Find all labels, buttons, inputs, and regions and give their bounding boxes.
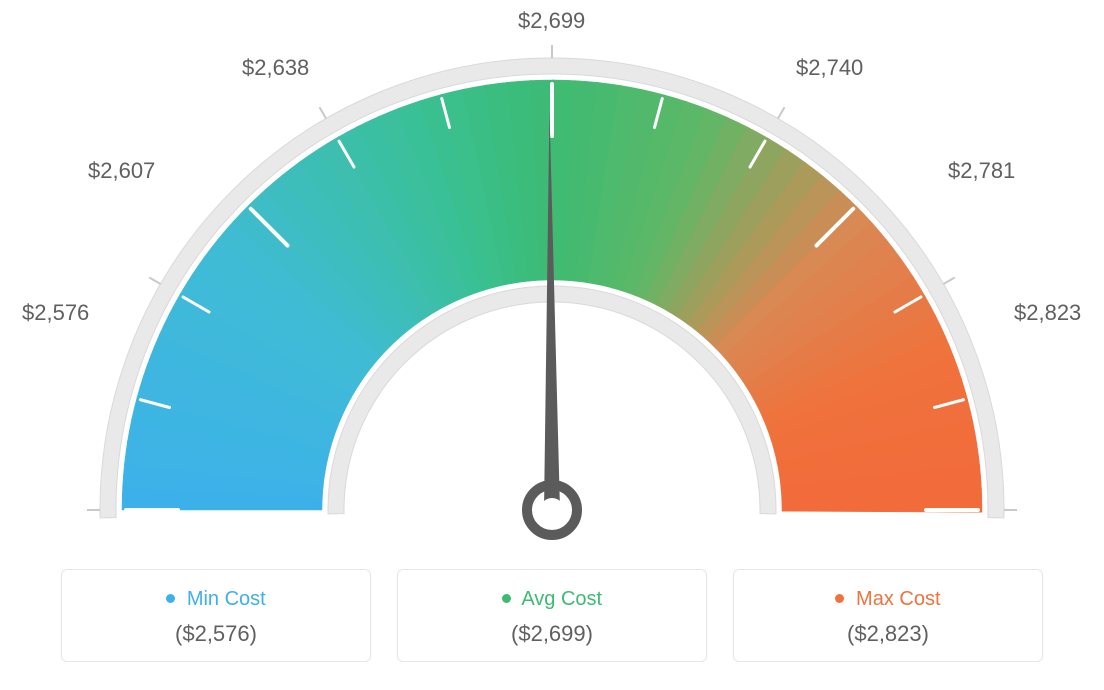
- gauge-tick-label: $2,638: [242, 55, 309, 81]
- gauge-svg: [0, 10, 1104, 550]
- gauge-tick-label: $2,740: [796, 55, 863, 81]
- dot-icon: [502, 594, 511, 603]
- gauge-tick-label: $2,781: [948, 158, 1015, 184]
- legend-card-min: Min Cost ($2,576): [61, 569, 371, 662]
- legend-title-avg: Avg Cost: [408, 588, 696, 611]
- gauge-tick-label: $2,699: [518, 8, 585, 34]
- legend-card-avg: Avg Cost ($2,699): [397, 569, 707, 662]
- legend-title-min: Min Cost: [72, 588, 360, 611]
- gauge-tick-label: $2,576: [22, 300, 89, 326]
- gauge-chart-container: $2,576 $2,607 $2,638 $2,699 $2,740 $2,781 $2,8…: [0, 0, 1104, 690]
- legend-value-avg: ($2,699): [408, 621, 696, 647]
- gauge-tick-label: $2,607: [88, 158, 155, 184]
- legend-label-avg: Avg Cost: [521, 588, 602, 610]
- legend-row: Min Cost ($2,576) Avg Cost ($2,699) Max …: [61, 569, 1043, 662]
- dot-icon: [835, 594, 844, 603]
- gauge-tick-label: $2,823: [1014, 300, 1081, 326]
- legend-title-max: Max Cost: [744, 588, 1032, 611]
- legend-label-min: Min Cost: [187, 588, 266, 610]
- legend-value-max: ($2,823): [744, 621, 1032, 647]
- legend-card-max: Max Cost ($2,823): [733, 569, 1043, 662]
- dot-icon: [166, 594, 175, 603]
- legend-value-min: ($2,576): [72, 621, 360, 647]
- gauge: [0, 10, 1104, 555]
- legend-label-max: Max Cost: [856, 588, 940, 610]
